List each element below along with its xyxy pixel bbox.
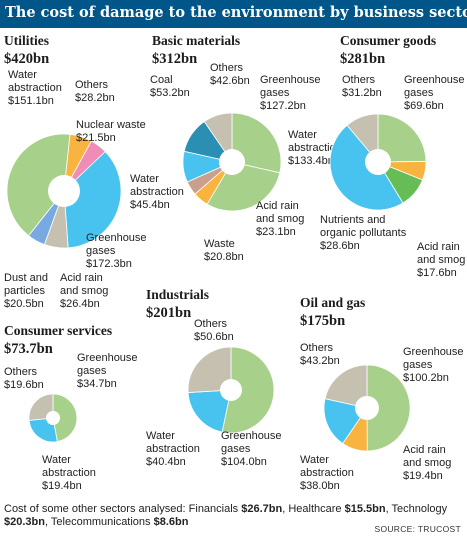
oil-and-gas-slice-greenhouse-gases [366, 364, 411, 452]
consumer-services-slice-others [28, 393, 54, 421]
footer-note: Cost of some other sectors analysed: Fin… [4, 503, 464, 529]
consumer-services-donut-hole [46, 411, 60, 425]
title-banner: The cost of damage to the environment by… [0, 0, 467, 28]
oil-and-gas-sector-total: $175bn [300, 313, 345, 329]
footer-prefix: Cost of some other sectors analysed: [4, 503, 189, 515]
utilities-slice-greenhouse-gases [6, 133, 71, 237]
chart-title: The cost of damage to the environment by… [5, 4, 467, 21]
footer-item-telecommunications: Telecommunications $8.6bn [50, 516, 189, 528]
consumer-services-donut: Consumer services $73.7bn Greenhouse gases $… [4, 323, 138, 492]
industrials-donut-hole [220, 379, 242, 401]
industrials-slice-greenhouse-gases [221, 346, 275, 434]
footer-item-healthcare: Healthcare $15.5bn, [288, 503, 392, 515]
footer-item-financials: Financials $26.7bn, [188, 503, 289, 515]
utilities-label-nuclear-waste: Nuclear waste $21.5bn [76, 119, 146, 144]
consumer-services-sector-total: $73.7bn [4, 341, 53, 357]
consumer-services-slice-greenhouse-gases [52, 393, 78, 443]
basic-materials-sector-total: $312bn [152, 51, 197, 67]
oil-and-gas-label-greenhouse-gases: Greenhouse gases $100.2bn [403, 346, 464, 384]
basic-materials-label-greenhouse-gases: Greenhouse gases $127.2bn [260, 74, 321, 112]
utilities-donut: Utilities $420bn Nuclear waste $21.5bn Green… [4, 33, 147, 310]
utilities-sector-total: $420bn [4, 51, 49, 67]
industrials-sector-total: $201bn [146, 305, 191, 321]
basic-materials-donut: Basic materials $312bn Greenhouse gases $127… [130, 33, 342, 263]
basic-materials-label-waste: Waste $20.8bn [204, 238, 244, 263]
industrials-label-water-abstraction: Water abstraction $40.4bn [146, 430, 200, 468]
footer-item-technology: Technology $20.3bn, [4, 503, 448, 528]
consumer-goods-donut-hole [365, 149, 391, 175]
utilities-slice-water-abstraction [63, 151, 122, 249]
basic-materials-label-coal: Coal $53.2bn [150, 74, 190, 99]
oil-and-gas-label-water-abstraction: Water abstraction $38.0bn [300, 454, 354, 492]
industrials-sector-title: Industrials [146, 287, 209, 302]
basic-materials-slice-water-abstraction [206, 161, 281, 212]
consumer-goods-label-greenhouse-gases: Greenhouse gases $69.6bn [404, 74, 465, 112]
utilities-label-dust-and-particles: Dust and particles $20.5bn [4, 272, 48, 310]
basic-materials-sector-title: Basic materials [152, 33, 240, 48]
consumer-goods-label-others: Others $31.2bn [342, 74, 382, 99]
utilities-label-water-abstraction: Water abstraction $151.1bn [8, 69, 62, 107]
utilities-donut-hole [48, 175, 80, 207]
consumer-services-label-greenhouse-gases: Greenhouse gases $34.7bn [77, 352, 138, 390]
utilities-label-others: Others $28.2bn [75, 79, 115, 104]
consumer-goods-label-acid-rain-and-smog: Acid rain and smog $17.6bn [417, 241, 465, 279]
consumer-goods-sector-total: $281bn [340, 51, 385, 67]
basic-materials-slice-others [203, 112, 233, 164]
oil-and-gas-donut-hole [355, 396, 379, 420]
basic-materials-label-water-abstraction: Water abstraction $133.4bn [288, 129, 342, 167]
consumer-goods-sector-title: Consumer goods [340, 33, 436, 48]
industrials-label-greenhouse-gases: Greenhouse gases $104.0bn [221, 430, 282, 468]
basic-materials-label-water-abstraction: Water abstraction $45.4bn [130, 173, 184, 211]
utilities-label-greenhouse-gases: Greenhouse gases $172.3bn [86, 232, 147, 270]
industrials-slice-water-abstraction [187, 389, 232, 433]
oil-and-gas-sector-title: Oil and gas [300, 295, 365, 310]
consumer-goods-donut: Consumer goods $281bn Greenhouse gases $69.6… [320, 33, 465, 279]
industrials-donut: Industrials $201bn Greenhouse gases $104.0bn… [146, 287, 282, 468]
oil-and-gas-label-acid-rain-and-smog: Acid rain and smog $19.4bn [403, 444, 451, 482]
consumer-services-label-water-abstraction: Water abstraction $19.4bn [42, 454, 96, 492]
utilities-label-acid-rain-and-smog: Acid rain and smog $26.4bn [60, 272, 108, 310]
consumer-goods-slice-greenhouse-gases [377, 113, 427, 163]
consumer-goods-slice-others [346, 113, 379, 164]
consumer-services-label-others: Others $19.6bn [4, 366, 44, 391]
basic-materials-label-acid-rain-and-smog: Acid rain and smog $23.1bn [256, 200, 304, 238]
oil-and-gas-slice-others [324, 364, 368, 409]
consumer-services-sector-title: Consumer services [4, 323, 112, 338]
basic-materials-donut-hole [219, 149, 245, 175]
basic-materials-label-others: Others $42.6bn [210, 62, 250, 87]
industrials-label-others: Others $50.6bn [194, 318, 234, 343]
industrials-slice-others [187, 346, 232, 393]
source-credit: SOURCE: TRUCOST [374, 524, 461, 534]
oil-and-gas-label-others: Others $43.2bn [300, 342, 340, 367]
utilities-sector-title: Utilities [4, 33, 49, 48]
oil-and-gas-donut: Oil and gas $175bn Greenhouse gases $100.2bn… [300, 295, 464, 492]
consumer-goods-label-nutrients-and-organic-pollutants: Nutrients and organic pollutants $28.6bn [320, 214, 407, 252]
